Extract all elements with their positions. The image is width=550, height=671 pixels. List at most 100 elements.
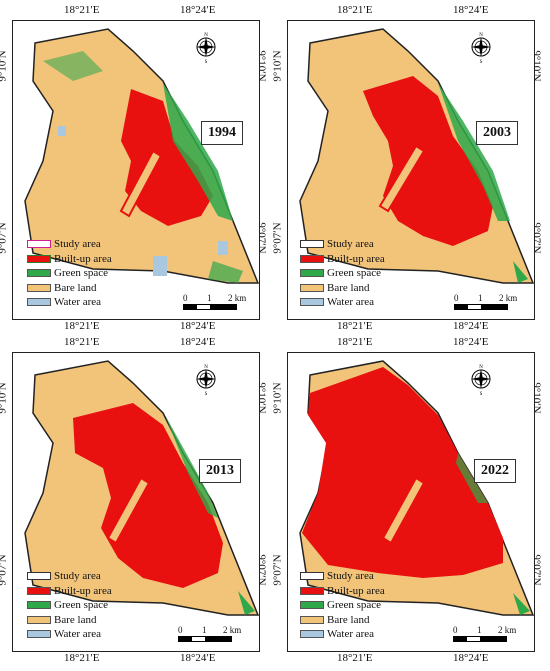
legend: Study area Built-up area Green space Bar… [27, 237, 112, 310]
legend-built-up: Built-up area [27, 584, 112, 599]
green-space-patch [513, 261, 528, 283]
year-label-2013: 2013 [199, 459, 241, 483]
water-area [58, 126, 66, 136]
legend-bare: Bare land [27, 613, 112, 628]
built-up-area [121, 89, 213, 226]
lon-bottom-left: 18°21′E [337, 652, 373, 664]
swatch-bare [300, 615, 324, 624]
swatch-bare [27, 615, 51, 624]
water-area [218, 241, 228, 255]
land-cover-map-2022 [299, 360, 534, 616]
lon-top-left: 18°21′E [337, 4, 373, 16]
swatch-built-up [300, 254, 324, 263]
swatch-built-up [27, 586, 51, 595]
swatch-study-area [300, 240, 324, 249]
year-label-2022: 2022 [474, 459, 516, 483]
map-panel-2003: 18°21′E 18°24′E 18°21′E 18°24′E 9°10′N 9… [271, 0, 550, 335]
swatch-bare [300, 283, 324, 292]
lon-top-right: 18°24′E [453, 4, 489, 16]
legend-bare: Bare land [300, 613, 385, 628]
legend-built-up: Built-up area [300, 584, 385, 599]
swatch-study-area [27, 240, 51, 249]
compass-rose-icon: N S [466, 361, 496, 397]
compass-n: N [479, 365, 483, 370]
green-space-patch [43, 51, 103, 81]
compass-rose-icon: N S [466, 29, 496, 65]
lat-left-bottom: 9°07′N [0, 554, 9, 586]
legend-bare: Bare land [27, 281, 112, 296]
green-space-patch [208, 261, 243, 283]
compass-n: N [204, 33, 208, 38]
legend-water: Water area [300, 295, 385, 310]
compass-rose-icon: N S [191, 29, 221, 65]
legend-study-area: Study area [27, 237, 112, 252]
green-space-patch [456, 453, 488, 503]
green-space-area [438, 83, 510, 221]
lon-bottom-left: 18°21′E [64, 320, 100, 332]
legend-built-up: Built-up area [300, 252, 385, 267]
year-label-1994: 1994 [201, 121, 243, 145]
land-cover-map-1994 [24, 28, 259, 284]
lon-bottom-right: 18°24′E [453, 652, 489, 664]
green-space-patch [513, 593, 530, 615]
swatch-water [300, 630, 324, 639]
swatch-built-up [27, 254, 51, 263]
lon-top-right: 18°24′E [180, 336, 216, 348]
swatch-green [300, 269, 324, 278]
lon-bottom-right: 18°24′E [180, 652, 216, 664]
map-panel-2013: 18°21′E 18°24′E 18°21′E 18°24′E 9°10′N 9… [0, 336, 275, 671]
swatch-water [27, 298, 51, 307]
lon-top-left: 18°21′E [64, 336, 100, 348]
legend-study-area: Study area [300, 569, 385, 584]
map-frame: N S 1994 Study area Built-up area Green … [12, 20, 260, 320]
lon-bottom-left: 18°21′E [64, 652, 100, 664]
lat-left-bottom: 9°07′N [271, 554, 284, 586]
legend-study-area: Study area [27, 569, 112, 584]
lat-left-top: 9°10′N [271, 382, 284, 414]
swatch-study-area [27, 572, 51, 581]
lat-left-bottom: 9°07′N [0, 222, 9, 254]
map-frame: N S 2013 Study area Built-up area Green … [12, 352, 260, 652]
legend-green: Green space [27, 266, 112, 281]
green-space-area [163, 83, 233, 221]
water-area [153, 256, 167, 276]
airport-runway [381, 476, 426, 545]
legend-water: Water area [27, 295, 112, 310]
built-up-area [363, 76, 493, 246]
land-cover-map-2003 [299, 28, 534, 284]
legend-green: Green space [300, 598, 385, 613]
built-up-area [302, 367, 503, 578]
airport-runway [378, 144, 426, 213]
lon-bottom-left: 18°21′E [337, 320, 373, 332]
airport-runway [119, 149, 163, 218]
lon-top-left: 18°21′E [337, 336, 373, 348]
land-cover-map-2013 [24, 360, 259, 616]
map-panel-2022: 18°21′E 18°24′E 18°21′E 18°24′E 9°10′N 9… [271, 336, 550, 671]
compass-s: S [480, 392, 483, 397]
legend-green: Green space [300, 266, 385, 281]
legend: Study area Built-up area Green space Bar… [27, 569, 112, 642]
lon-top-right: 18°24′E [453, 336, 489, 348]
compass-n: N [479, 33, 483, 38]
airport-runway [106, 476, 151, 545]
compass-n: N [204, 365, 208, 370]
swatch-green [27, 601, 51, 610]
swatch-study-area [300, 572, 324, 581]
green-space-patch [238, 591, 255, 615]
map-panel-1994: 18°21′E 18°24′E 18°21′E 18°24′E 9°10′N 9… [0, 0, 275, 335]
green-space-area [165, 415, 218, 518]
lon-top-left: 18°21′E [64, 4, 100, 16]
legend-water: Water area [300, 627, 385, 642]
compass-s: S [205, 392, 208, 397]
compass-rose-icon: N S [191, 361, 221, 397]
lat-left-bottom: 9°07′N [271, 222, 284, 254]
map-frame: N S 2022 Study area Built-up area Green … [287, 352, 535, 652]
year-label-2003: 2003 [476, 121, 518, 145]
built-up-area [73, 403, 223, 588]
legend: Study area Built-up area Green space Bar… [300, 569, 385, 642]
lat-left-top: 9°10′N [0, 382, 9, 414]
